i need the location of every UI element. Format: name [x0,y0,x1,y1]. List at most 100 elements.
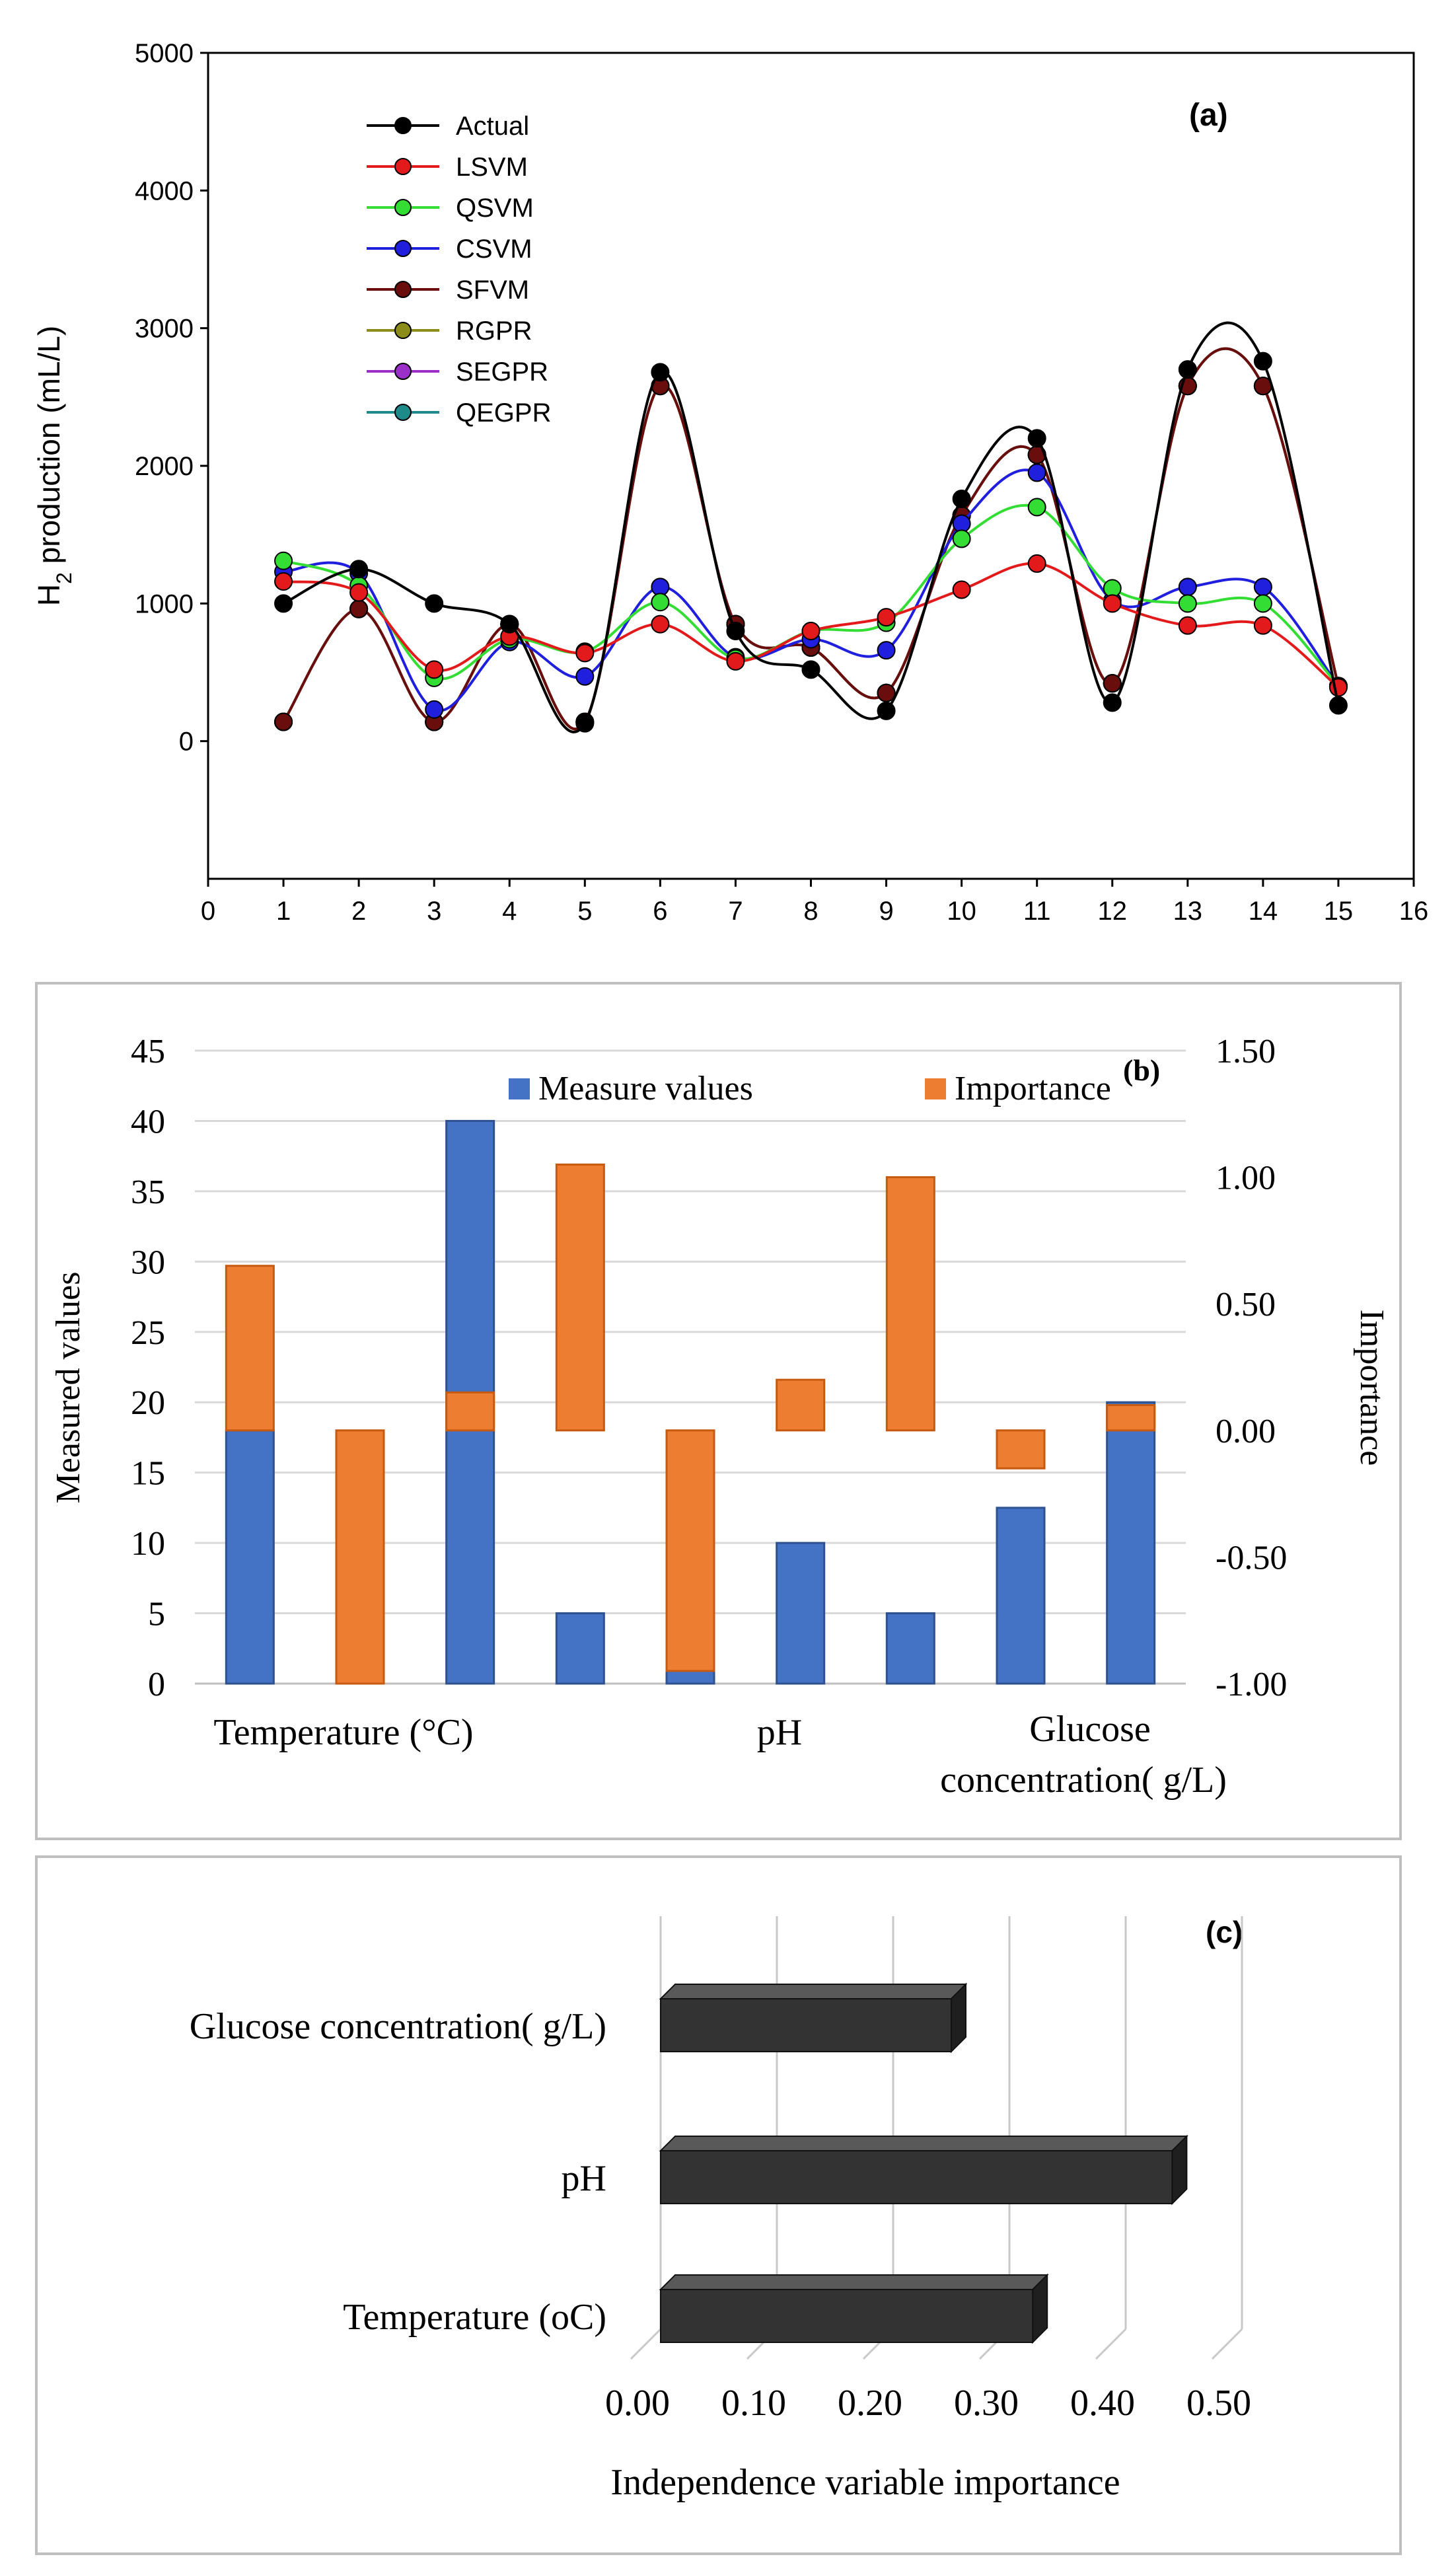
point-qsvm-13 [1178,594,1197,613]
panel-a-x-ticks: 0 1 2 3 4 5 6 7 8 9 10 11 12 13 14 15 16 [201,879,1428,926]
point-qsvm-6 [651,593,670,612]
point-lsvm-13 [1178,616,1197,635]
panel-a-y-label-rest: production (mL/L) [32,326,66,572]
point-lsvm-3 [425,660,444,679]
point-csvm-13 [1178,577,1197,597]
panel-a-y-axis-label: H2 production (mL/L) [32,326,76,606]
bar-top-temperature-oc [659,2274,1049,2290]
legend-label-qsvm: QSVM [456,194,534,223]
x-tick-label-2: 2 [351,897,366,926]
x-tick-label-0.10: 0.10 [721,2383,786,2424]
x-tick-label-0.30: 0.30 [954,2383,1019,2424]
right-tick-1.50: 1.50 [1216,1033,1276,1070]
bar-front-glucose-concentration-g-l [660,1998,952,2052]
point-sfvm-12 [1103,674,1122,693]
panel-b-right-axis-label: Importance [1353,1310,1391,1466]
legend-marker-segpr [394,363,412,380]
series-line-actual [283,321,1340,733]
legend-item-segpr: SEGPR [367,357,548,387]
legend-label-sfvm: SFVM [456,276,529,305]
x-tick-label-0.20: 0.20 [838,2383,902,2424]
panel-b-bar-chart: (b) 0 5 10 15 20 25 30 35 40 45 -1.00 -0.50 0.00 0.5… [35,982,1402,1840]
panel-a-y-label-subscript: 2 [52,572,76,584]
measure-bar-4 [555,1612,605,1685]
panel-a-series [274,321,1348,733]
left-tick-30: 30 [131,1244,165,1281]
importance-bar-1 [225,1265,275,1432]
panel-b-right-ticks: -1.00 -0.50 0.00 0.50 1.00 1.50 [1216,1033,1287,1703]
y-tick-label-1000: 1000 [135,589,194,618]
x-tick-label-16: 16 [1399,897,1429,926]
y-tick-label-2000: 2000 [135,452,194,481]
x-tick-label-1: 1 [276,897,291,926]
panel-b-label: (b) [1123,1053,1160,1087]
x-tick-label-0.00: 0.00 [605,2383,670,2424]
point-qsvm-14 [1253,594,1272,613]
series-lsvm [274,554,1348,697]
grid-floor-0.40 [1095,2328,1127,2360]
point-sfvm-9 [877,683,896,702]
y-tick-label-3000: 3000 [135,315,194,344]
panel-b-left-axis-label: Measured values [50,1272,87,1504]
panel-a-y-ticks: 0 1000 2000 3000 4000 5000 [135,39,208,757]
category-label-ph: pH [757,1712,802,1753]
legend-marker-lsvm [394,158,412,175]
panel-c-category-labels: Glucose concentration( g/L) pH Temperature… [190,2006,606,2338]
point-lsvm-9 [877,608,896,627]
x-tick-label-11: 11 [1023,897,1051,926]
point-csvm-14 [1253,577,1272,597]
measure-bar-9 [1106,1401,1156,1685]
category-label-glucose: Glucose [1029,1709,1151,1750]
point-csvm-9 [877,641,896,660]
x-tick-label-7: 7 [728,897,743,926]
x-tick-label-8: 8 [803,897,818,926]
legend-item-rgpr: RGPR [367,316,532,346]
bar-temperature-oc [659,2273,1049,2344]
grid-floor-0.50 [1211,2328,1243,2360]
bar-ph [659,2134,1188,2206]
x-tick-label-4: 4 [502,897,517,926]
point-sfvm-2 [349,599,369,618]
panel-c-x-axis-label: Independence variable importance [610,2462,1120,2503]
legend-swatch-importance [925,1078,946,1099]
right-tick--0.50: -0.50 [1216,1539,1287,1577]
point-lsvm-14 [1253,616,1272,635]
point-csvm-5 [575,667,595,686]
category-label-temperature-c: Temperature (°C) [213,1712,473,1753]
panel-b-left-ticks: 0 5 10 15 20 25 30 35 40 45 [131,1033,165,1703]
legend-label-qegpr: QEGPR [456,398,551,428]
measure-bar-8 [996,1507,1046,1685]
point-actual-4 [500,614,519,634]
panel-c-horizontal-bar-chart: (c) Glucose concentration( g/L) pH Tempera… [35,1855,1402,2555]
point-lsvm-5 [575,644,595,663]
x-tick-label-0: 0 [201,897,215,926]
bar-top-glucose-concentration-g-l [659,1984,968,1999]
left-tick-25: 25 [131,1314,165,1352]
point-actual-3 [425,594,444,613]
left-tick-40: 40 [131,1103,165,1140]
point-lsvm-1 [274,572,293,591]
point-qsvm-10 [952,529,971,548]
right-tick-0.50: 0.50 [1216,1286,1276,1323]
measure-bar-6 [776,1542,826,1685]
legend-marker-qsvm [394,199,412,216]
legend-item-qegpr: QEGPR [367,398,551,428]
legend-label-measure-values: Measure values [538,1070,753,1107]
point-lsvm-10 [952,580,971,599]
point-actual-6 [651,363,670,382]
legend-label-lsvm: LSVM [456,153,528,182]
legend-marker-sfvm [394,281,412,298]
point-actual-14 [1253,352,1272,371]
grid-floor-0.00 [630,2328,662,2360]
y-tick-label-5000: 5000 [135,39,194,68]
point-lsvm-7 [726,652,745,671]
importance-bar-7 [885,1176,935,1432]
x-tick-label-9: 9 [879,897,893,926]
legend-marker-csvm [394,240,412,257]
right-tick-0.00: 0.00 [1216,1413,1276,1450]
point-actual-10 [952,490,971,508]
importance-bar-6 [776,1378,826,1432]
panel-c-x-ticks: 0.00 0.10 0.20 0.30 0.40 0.50 [605,2383,1251,2424]
